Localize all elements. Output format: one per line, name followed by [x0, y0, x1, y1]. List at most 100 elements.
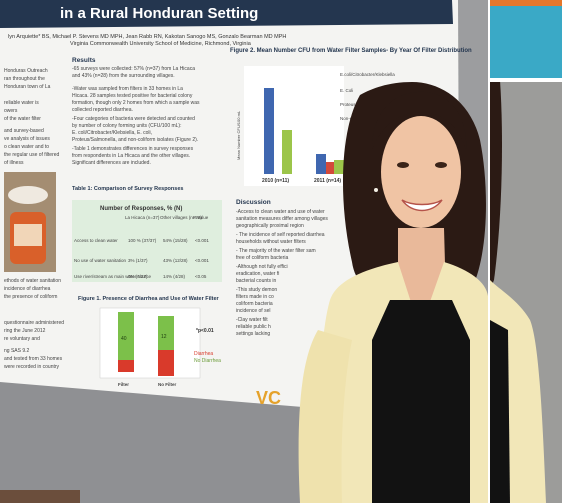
results-line: by number of colony forming units (CFU/1… [72, 123, 182, 129]
discussion-heading: Discussion [236, 199, 271, 206]
table-header: Number of Responses, % (N) [100, 206, 182, 212]
discussion-text: -Access to clean water and use of water … [236, 209, 328, 337]
discussion-line: free of coliform bacteria [236, 255, 288, 261]
results-line: Significant differences are included. [72, 160, 151, 166]
table-col-header: Other villages (n=28) [160, 215, 202, 220]
results-line: -65 surveys were collected: 57% (n=37) f… [72, 66, 195, 72]
discussion-line: -Access to clean water and use of water [236, 209, 325, 215]
figure2-legend-item: E. Coli [340, 88, 353, 93]
black-top [372, 300, 470, 503]
left-line: Honduras Outreach [4, 68, 48, 74]
left-line: ran throughout the [4, 76, 45, 82]
figure1-legend: Diarrhea [194, 351, 213, 357]
discussion-line: - The majority of the water filter sam [236, 248, 316, 254]
table-cell: Access to clean water [74, 238, 118, 243]
table-cell: 100 % (37/37) [128, 238, 157, 243]
figure1-value: 40 [121, 336, 127, 342]
earring [374, 188, 378, 192]
side-photo-scene [490, 80, 562, 503]
figure2-bar [326, 162, 334, 174]
table-cell: <0.05 [195, 274, 207, 279]
main-photo: in a Rural Honduran Setting lyn Arquiett… [0, 0, 488, 503]
figure2-bar [316, 154, 326, 174]
figure1-plot [99, 307, 201, 379]
table-cell: No use of water sanitation [74, 258, 127, 263]
poster-left-column: Honduras Outreach ran throughout the Hon… [4, 68, 60, 166]
blue-tile [490, 6, 562, 78]
left-line: of the water filter [4, 116, 41, 122]
results-line: from respondents in La Hicaca and the ot… [72, 153, 190, 159]
left-line: ring the June 2012 [4, 328, 46, 334]
neck [398, 228, 446, 300]
bottom-strip [0, 490, 80, 503]
discussion-line: - The incidence of self reported diarrhe… [236, 232, 325, 238]
figure1-legend: No Diarrhea [194, 358, 221, 364]
results-line: Hicaca. 28 samples tested positive for b… [72, 93, 193, 99]
discussion-line: eradication, water fi [236, 271, 279, 277]
table-col-header: La Hicaca (n=37) [125, 215, 160, 220]
left-line: were recorded in country [4, 364, 60, 370]
left-line: reliable water is [4, 100, 39, 106]
left-line: and survey-based [4, 128, 44, 134]
left-line: Honduran town of La [4, 84, 51, 90]
results-line: Proteus/Salmonella, and non-coliform iso… [72, 137, 198, 143]
left-line: questionnaire administered [4, 320, 64, 326]
side-photo-tile [490, 80, 562, 503]
table-background [72, 200, 222, 282]
results-line: E. coli/Citrobacter/Klebsiella, E. coli, [72, 130, 152, 136]
figure1-bar-filter-diarrhea [118, 360, 134, 372]
figure2-title: Figure 2. Mean Number CFU from Water Fil… [230, 48, 472, 54]
table-cell: 0% (0/37) [128, 274, 148, 279]
discussion-line: -This study demon [236, 287, 277, 293]
figure1-value: 12 [161, 334, 167, 340]
collage-divider-vertical [488, 0, 490, 503]
discussion-line: sanitation measures differ among village… [236, 216, 328, 222]
poster-authors: lyn Arquiette* BS, Michael P. Stevens MD… [8, 34, 286, 40]
results-line: and 43% (n=28) from the surrounding vill… [72, 73, 175, 79]
left-line: owers [4, 108, 18, 114]
table-rows: Access to clean water 100 % (37/37) 54% … [74, 238, 209, 279]
discussion-line: -Clay water filt [236, 317, 268, 323]
discussion-line: bacterial counts in [236, 278, 277, 284]
table-cell: 14% (4/28) [163, 274, 186, 279]
results-line: -Four categories of bacteria were detect… [72, 116, 195, 122]
results-heading: Results [72, 57, 96, 64]
discussion-line: incidence of sel [236, 308, 270, 314]
person [298, 82, 488, 503]
poster-title-band [0, 0, 453, 28]
poster-affiliation: Virginia Commonwealth University School … [70, 41, 252, 47]
smile [401, 199, 443, 212]
results-line: formation, though only 2 homes from whic… [72, 100, 200, 106]
arm-left [298, 330, 352, 503]
discussion-line: filters made in co [236, 294, 274, 300]
figure2-xlabel: 2010 (n=11) [262, 178, 289, 184]
left-line: the regular use of filtered [4, 152, 60, 158]
figure1-xlabel: Filter [118, 382, 129, 387]
figure2-legend-item: E.coli/Citrobacter/Klebsiella [340, 72, 395, 77]
eye-right [435, 162, 447, 168]
figure1-title: Figure 1. Presence of Diarrhea and Use o… [78, 296, 220, 302]
figure1-bar-nofilter-diarrhea [158, 350, 174, 376]
photo-scene: in a Rural Honduran Setting lyn Arquiett… [0, 0, 488, 503]
table-cell: 54% (15/28) [163, 238, 188, 243]
table-cell: 3% (1/37) [128, 258, 148, 263]
table-cell: <0.001 [195, 238, 209, 243]
figure1-pvalue: *p<0.01 [196, 328, 214, 334]
university-logo: VC [256, 388, 281, 408]
figure2-bar [334, 160, 344, 174]
discussion-line: coliform bacteria [236, 301, 273, 307]
orange-tile [490, 0, 562, 6]
figure2-bar [264, 88, 274, 174]
figure2-xlabel: 2011 (n=14) [314, 178, 341, 184]
table-title: Table 1: Comparison of Survey Responses [72, 186, 183, 192]
results-line: -Water was sampled from filters in 33 ho… [72, 86, 183, 92]
discussion-line: settings lacking [236, 331, 270, 337]
hair-fringe [372, 91, 467, 150]
table-cell: <0.001 [195, 258, 209, 263]
collage-divider-horizontal [490, 80, 562, 82]
discussion-line: reliable public h [236, 324, 271, 330]
results-text: -65 surveys were collected: 57% (n=37) f… [72, 66, 200, 166]
results-line: -Table 1 demonstrates differences in sur… [72, 146, 194, 152]
discussion-line: geographically proximal region [236, 223, 304, 229]
